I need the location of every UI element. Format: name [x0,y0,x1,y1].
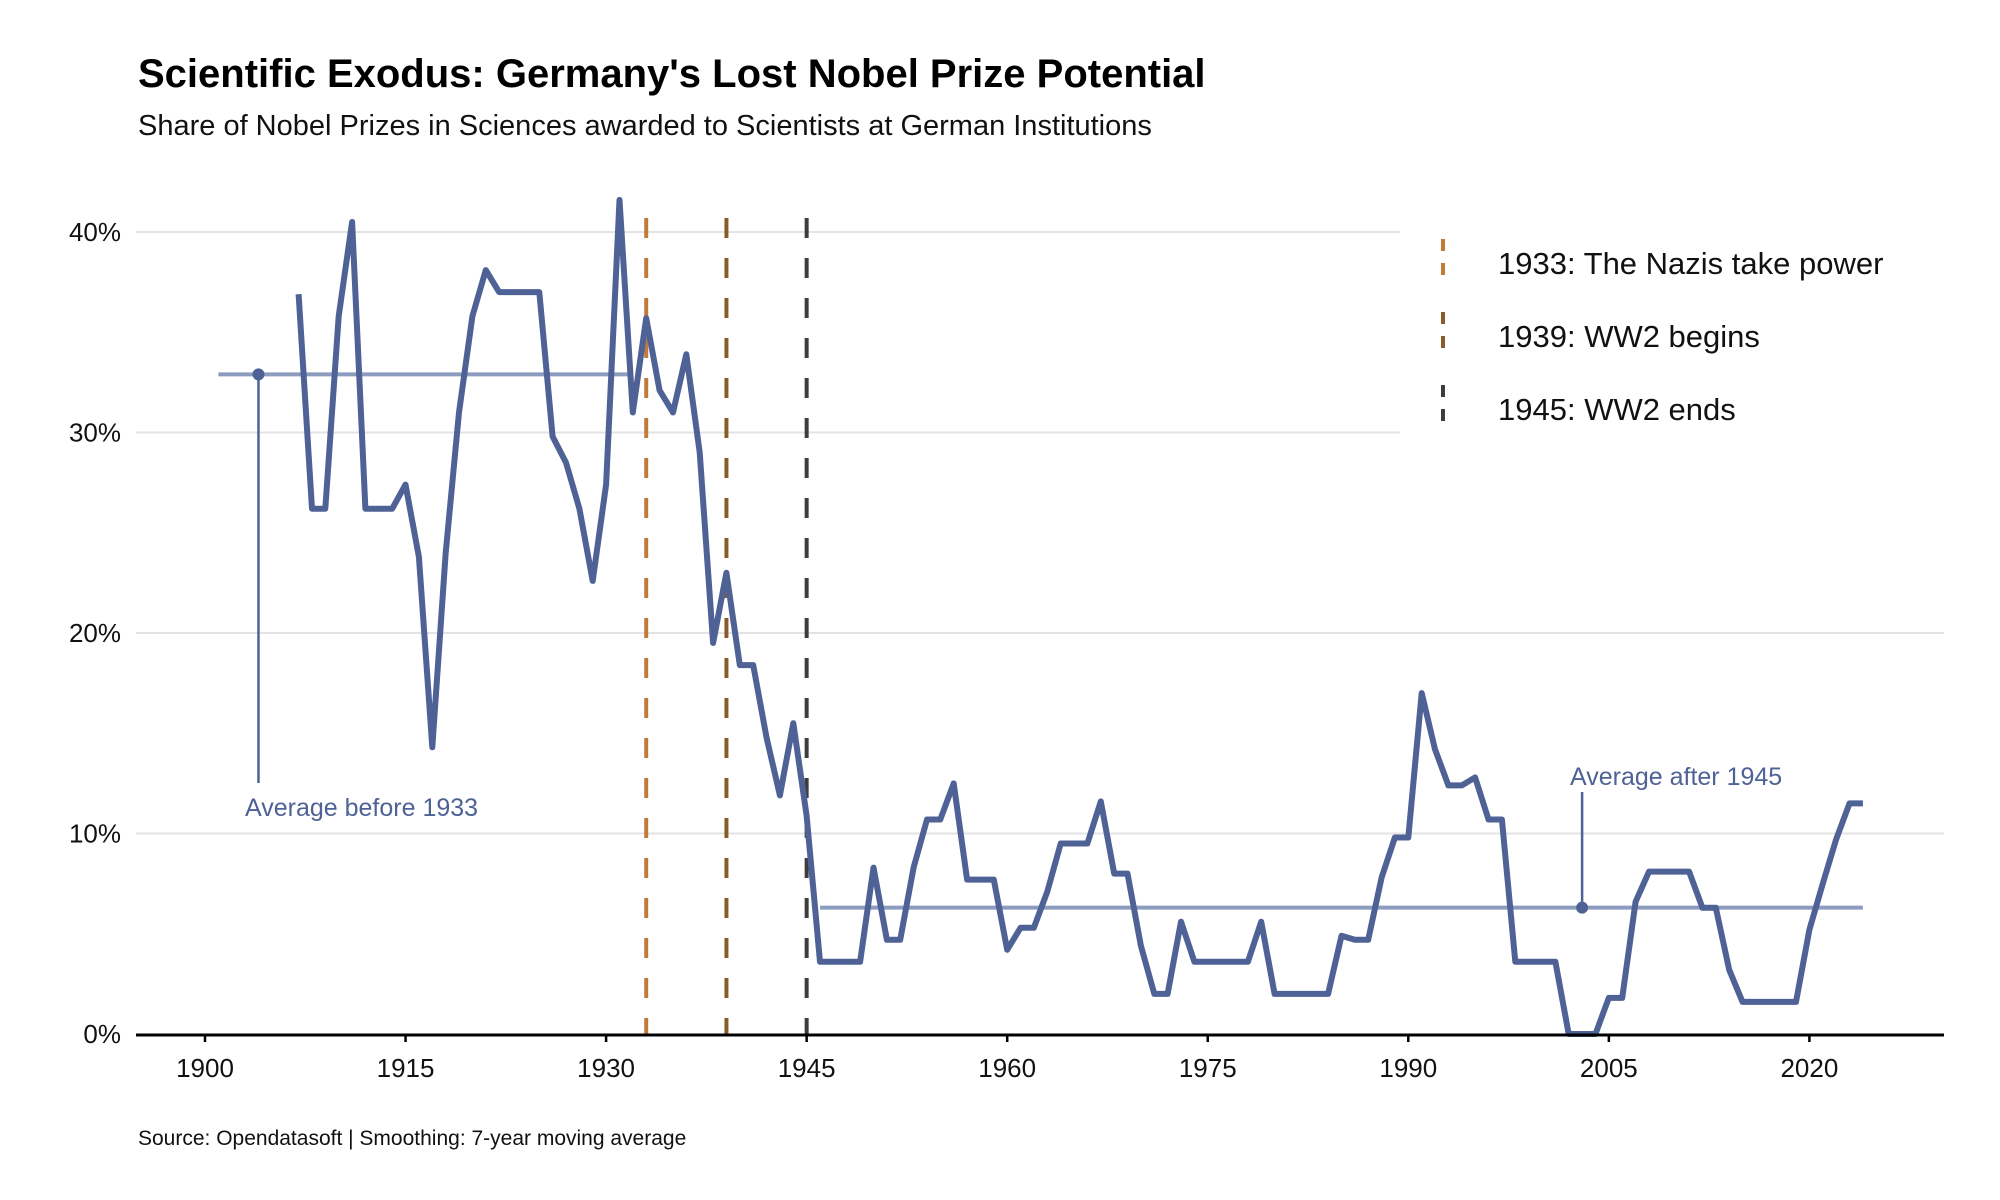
y-tick-label: 30% [69,418,121,448]
legend-label-1945: 1945: WW2 ends [1498,392,1736,427]
chart-title: Scientific Exodus: Germany's Lost Nobel … [138,52,1206,96]
x-tick-label: 1960 [978,1053,1036,1083]
y-axis-labels: 0% 10% 20% 30% 40% [69,217,121,1049]
x-tick-label: 1975 [1179,1053,1237,1083]
x-tick-label: 1945 [778,1053,836,1083]
legend: 1933: The Nazis take power 1939: WW2 begi… [1441,239,1883,427]
legend-label-1939: 1939: WW2 begins [1498,319,1760,354]
legend-label-1933: 1933: The Nazis take power [1498,246,1883,281]
y-tick-label: 20% [69,618,121,648]
x-tick-label: 2020 [1780,1053,1838,1083]
y-tick-label: 40% [69,217,121,247]
chart-subtitle: Share of Nobel Prizes in Sciences awarde… [138,110,1152,142]
x-tick-label: 1990 [1379,1053,1437,1083]
x-tick-label: 1915 [377,1053,435,1083]
reference-lines: Average before 1933 Average after 1945 [218,368,1863,914]
x-axis-ticks: 1900 1915 1930 1945 1960 1975 1990 2005 2020 [176,1034,1838,1083]
chart-caption: Source: Opendatasoft | Smoothing: 7-year… [138,1127,686,1150]
x-tick-label: 1900 [176,1053,234,1083]
annotation-label: Average before 1933 [245,794,478,822]
event-lines [644,218,809,1034]
annotation-label: Average after 1945 [1570,763,1782,791]
y-tick-label: 10% [69,819,121,849]
series-line [295,196,1863,1037]
y-tick-label: 0% [83,1019,121,1049]
x-tick-label: 1930 [577,1053,635,1083]
x-tick-label: 2005 [1580,1053,1638,1083]
